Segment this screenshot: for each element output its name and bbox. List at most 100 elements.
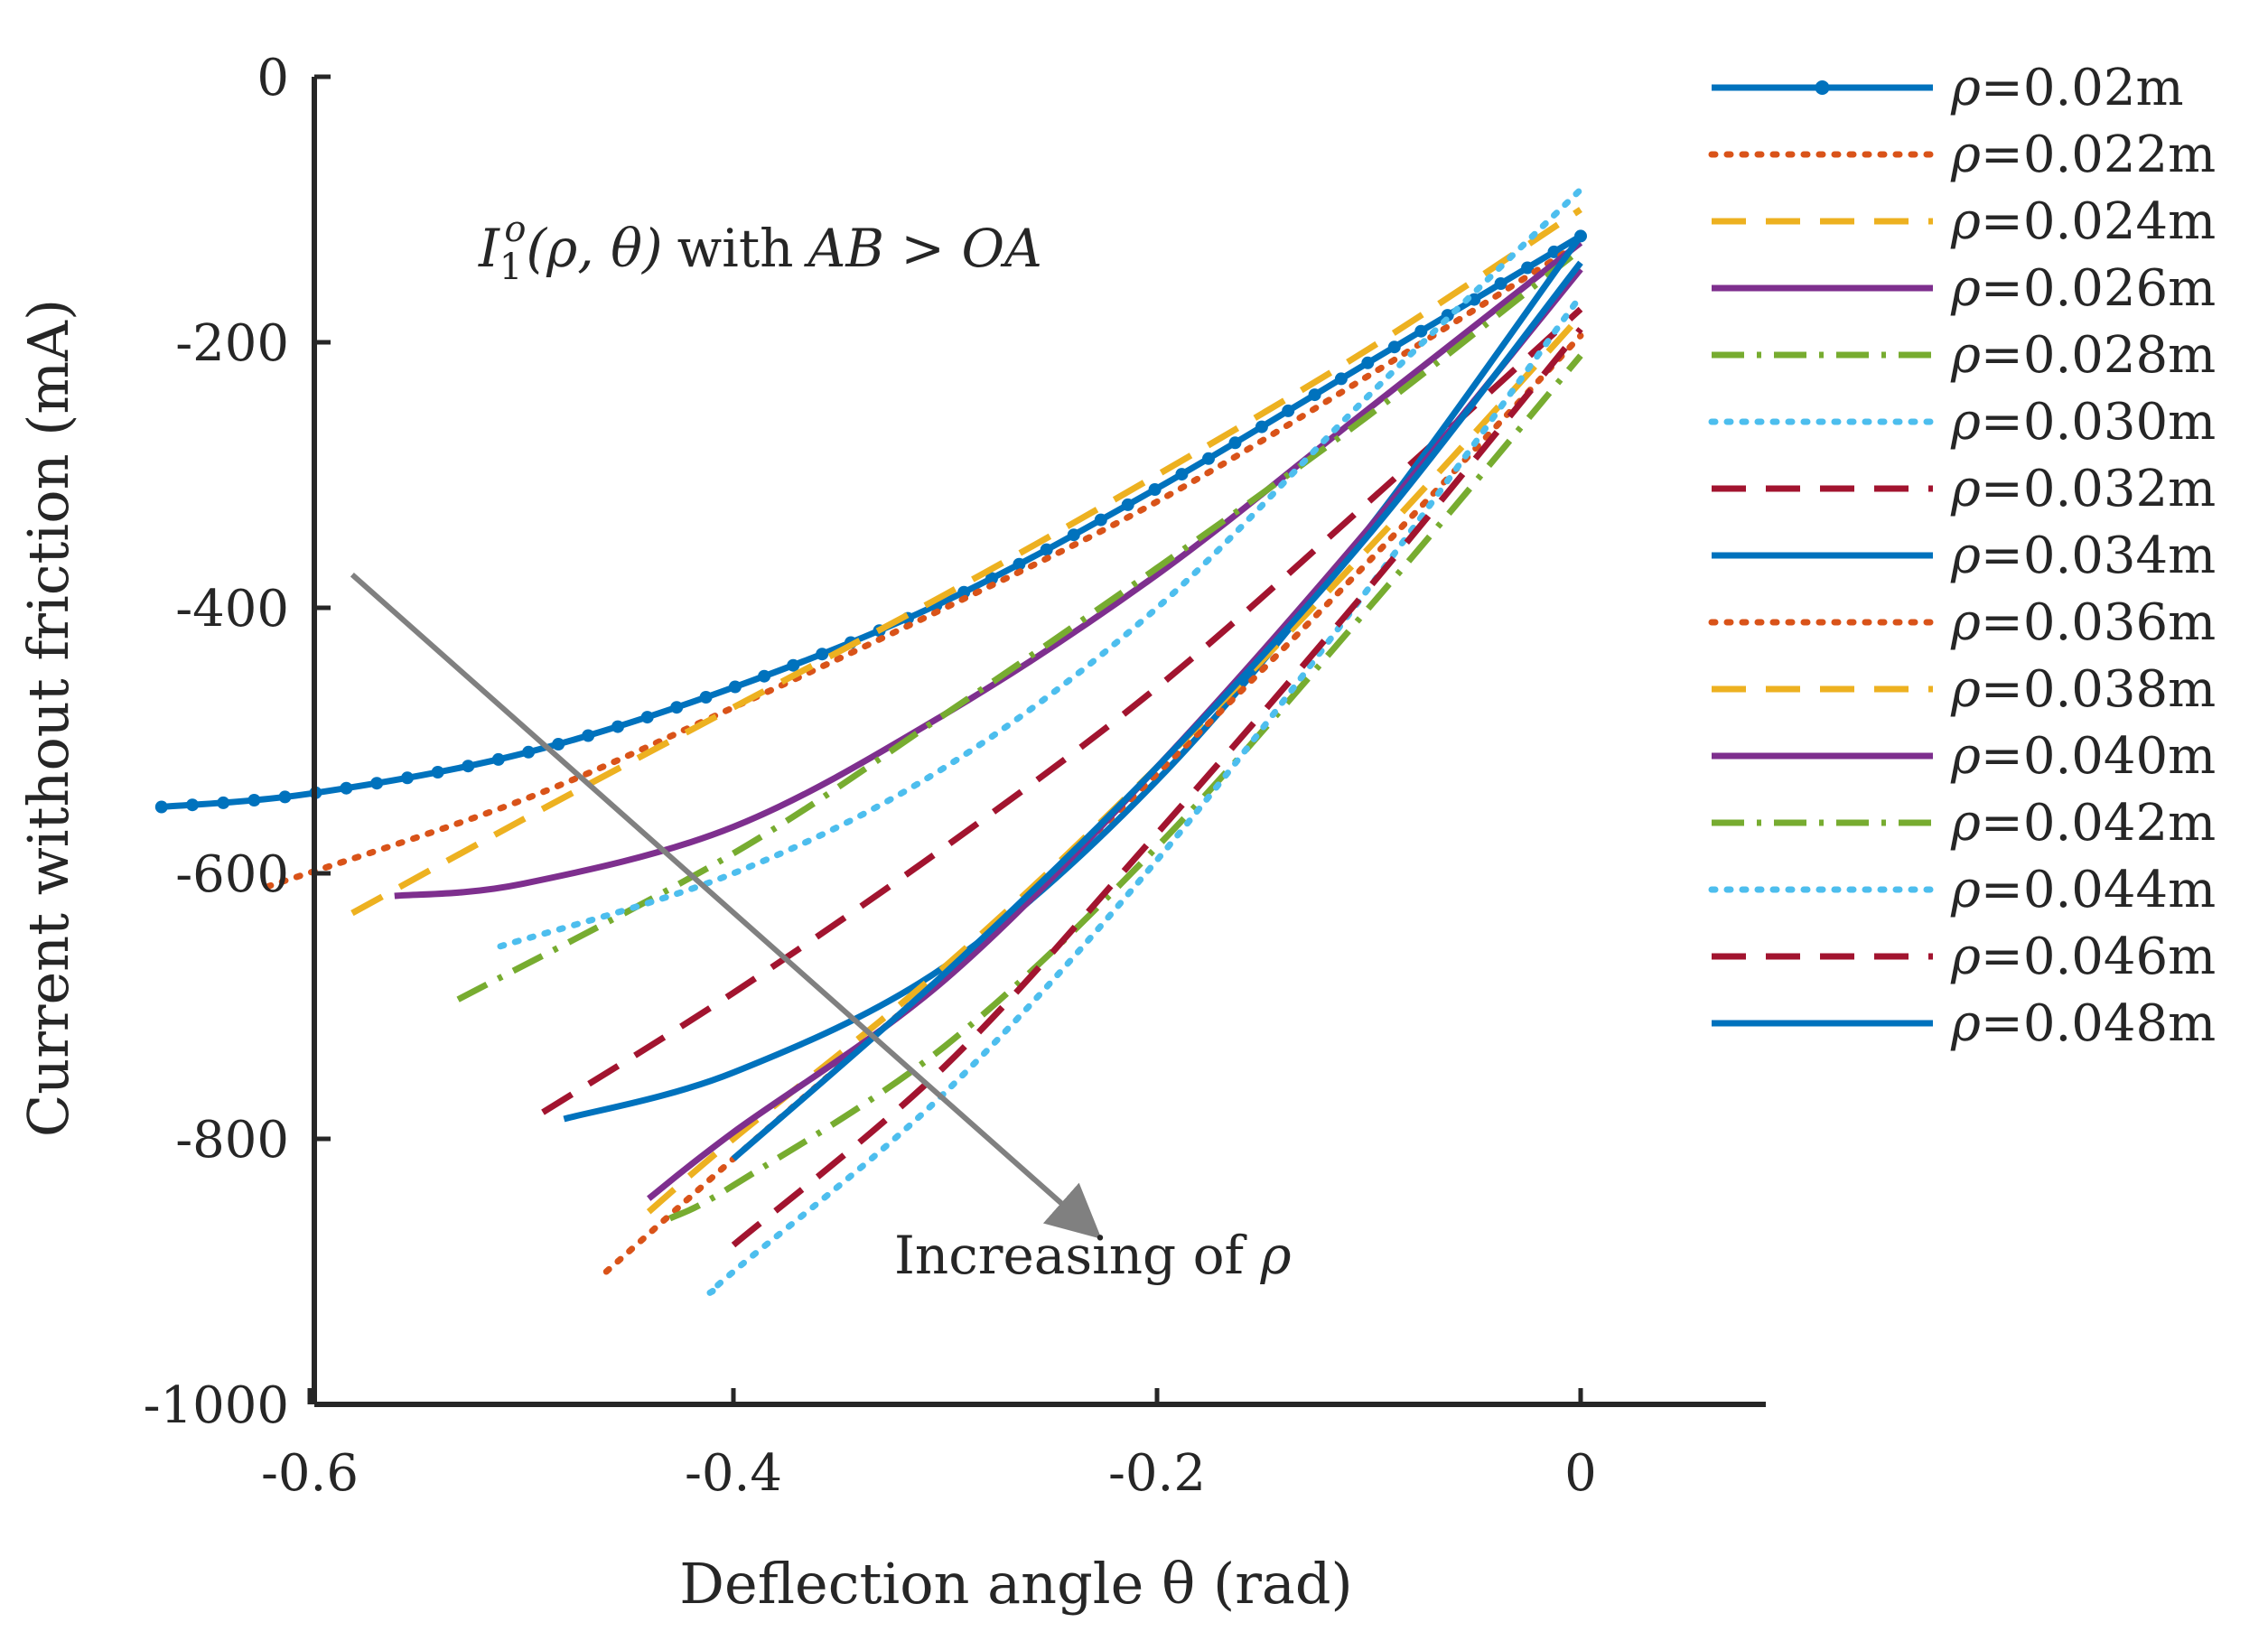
series-1-marker: [340, 781, 353, 795]
legend-symbol: ρ: [1950, 59, 1981, 117]
legend-label: ρ=0.024m: [1950, 192, 2216, 251]
legend-value: =0.02m: [1981, 59, 2184, 117]
series-1-marker: [611, 720, 624, 733]
legend-value: =0.042m: [1981, 794, 2216, 853]
y-tick-label: -400: [175, 580, 289, 639]
legend-label: ρ=0.038m: [1950, 660, 2216, 719]
legend-item-5: ρ=0.028m: [1712, 326, 2216, 385]
x-tick-label: -0.4: [685, 1444, 782, 1503]
legend-item-1: ρ=0.02m: [1712, 59, 2184, 117]
series-1-marker: [401, 771, 414, 785]
series-line-12: [667, 353, 1583, 1222]
legend-symbol: ρ: [1950, 326, 1981, 385]
legend-value: =0.028m: [1981, 326, 2216, 385]
series-line-10: [646, 313, 1583, 1215]
series-1-marker: [217, 796, 230, 809]
legend-label: ρ=0.030m: [1950, 393, 2216, 452]
legend-symbol: ρ: [1950, 660, 1981, 719]
legend-label: ρ=0.042m: [1950, 794, 2216, 853]
legend-item-14: ρ=0.046m: [1712, 928, 2216, 986]
legend-item-10: ρ=0.038m: [1712, 660, 2216, 719]
legend-label: ρ=0.022m: [1950, 126, 2216, 184]
x-tick-label: 0: [1564, 1444, 1597, 1503]
y-tick-label: -1000: [144, 1376, 289, 1435]
series-1-marker: [522, 745, 536, 759]
y-ticks: 0 -200 -400 -600 -800 -1000: [144, 49, 331, 1435]
x-tick-label: -0.6: [261, 1444, 359, 1503]
legend-value: =0.026m: [1981, 259, 2216, 318]
series-1-marker: [1121, 498, 1134, 511]
legend-value: =0.038m: [1981, 660, 2216, 719]
legend-value: =0.044m: [1981, 861, 2216, 919]
legend-value: =0.036m: [1981, 593, 2216, 652]
series-1-marker: [1494, 277, 1507, 290]
legend-symbol: ρ: [1950, 994, 1981, 1053]
series-1-marker: [758, 669, 771, 683]
series-1-marker: [1334, 372, 1348, 386]
series-1-marker: [1547, 245, 1561, 258]
series-line-14: [731, 327, 1583, 1248]
series-1-marker: [370, 777, 384, 790]
series-1-marker: [154, 800, 168, 814]
formula-args: (ρ, θ): [526, 218, 662, 279]
arrow-label: Increasing of ρ: [894, 1225, 1292, 1286]
series-line-6: [497, 186, 1584, 950]
legend-value: =0.046m: [1981, 928, 2216, 986]
legend-label: ρ=0.02m: [1950, 59, 2184, 117]
series-1-marker: [957, 585, 971, 599]
formula-prefix: I: [478, 218, 500, 279]
series-line-7: [541, 306, 1583, 1115]
legend-item-6: ρ=0.030m: [1708, 393, 2216, 452]
series-1-marker: [1228, 436, 1242, 450]
series-line-13: [706, 293, 1584, 1296]
series-line-9: [602, 332, 1584, 1275]
series-1-marker: [985, 572, 998, 585]
y-tick-label: -200: [175, 314, 289, 373]
series-1-marker: [552, 738, 565, 751]
legend-value: =0.034m: [1981, 527, 2216, 585]
legend-item-7: ρ=0.032m: [1712, 460, 2216, 518]
series-1-marker: [582, 729, 595, 742]
series-1-marker: [1202, 452, 1215, 465]
legend-label: ρ=0.032m: [1950, 460, 2216, 518]
legend-label: ρ=0.028m: [1950, 326, 2216, 385]
y-axis-title: Current without friction (mA): [15, 299, 81, 1137]
y-tick-label: 0: [257, 49, 289, 107]
arrow-label-text: Increasing of: [894, 1225, 1247, 1286]
legend-symbol: ρ: [1950, 259, 1981, 318]
legend-symbol: ρ: [1950, 928, 1981, 986]
series-1-marker: [728, 680, 742, 694]
series-1-marker: [247, 794, 261, 807]
series-line-8: [563, 234, 1583, 1123]
series-1-marker: [816, 648, 829, 661]
legend-symbol: ρ: [1950, 861, 1981, 919]
series-1-marker: [491, 752, 505, 766]
legend-value: =0.040m: [1981, 727, 2216, 786]
series-1-marker: [186, 798, 199, 812]
x-axis-title: Deflection angle θ (rad): [679, 1551, 1352, 1617]
legend-item-9: ρ=0.036m: [1708, 593, 2216, 652]
legend-value: =0.030m: [1981, 393, 2216, 452]
legend-symbol: ρ: [1950, 794, 1981, 853]
series-1-marker: [1175, 468, 1189, 481]
legend-symbol: ρ: [1950, 460, 1981, 518]
series-1-marker: [640, 711, 654, 724]
x-ticks: -0.6 -0.4 -0.2 0: [261, 1388, 1597, 1503]
series-1-marker: [1468, 293, 1481, 306]
trend-arrow: [350, 573, 1102, 1239]
arrow-label-symbol: ρ: [1259, 1225, 1291, 1286]
legend-item-4: ρ=0.026m: [1712, 259, 2216, 318]
series-1-marker: [278, 790, 292, 804]
legend-symbol: ρ: [1950, 393, 1981, 452]
series-1-marker: [1361, 356, 1375, 369]
series-line-15: [731, 260, 1583, 1161]
formula-annotation: I1o(ρ, θ) with AB > OA: [478, 209, 1042, 288]
legend-value: =0.022m: [1981, 126, 2216, 184]
legend-item-2: ρ=0.022m: [1708, 126, 2216, 184]
legend: ρ=0.02mρ=0.022mρ=0.024mρ=0.026mρ=0.028mρ…: [1708, 59, 2216, 1053]
legend-label: ρ=0.036m: [1950, 593, 2216, 652]
legend-item-12: ρ=0.042m: [1712, 794, 2216, 853]
series-1-marker: [431, 766, 444, 779]
